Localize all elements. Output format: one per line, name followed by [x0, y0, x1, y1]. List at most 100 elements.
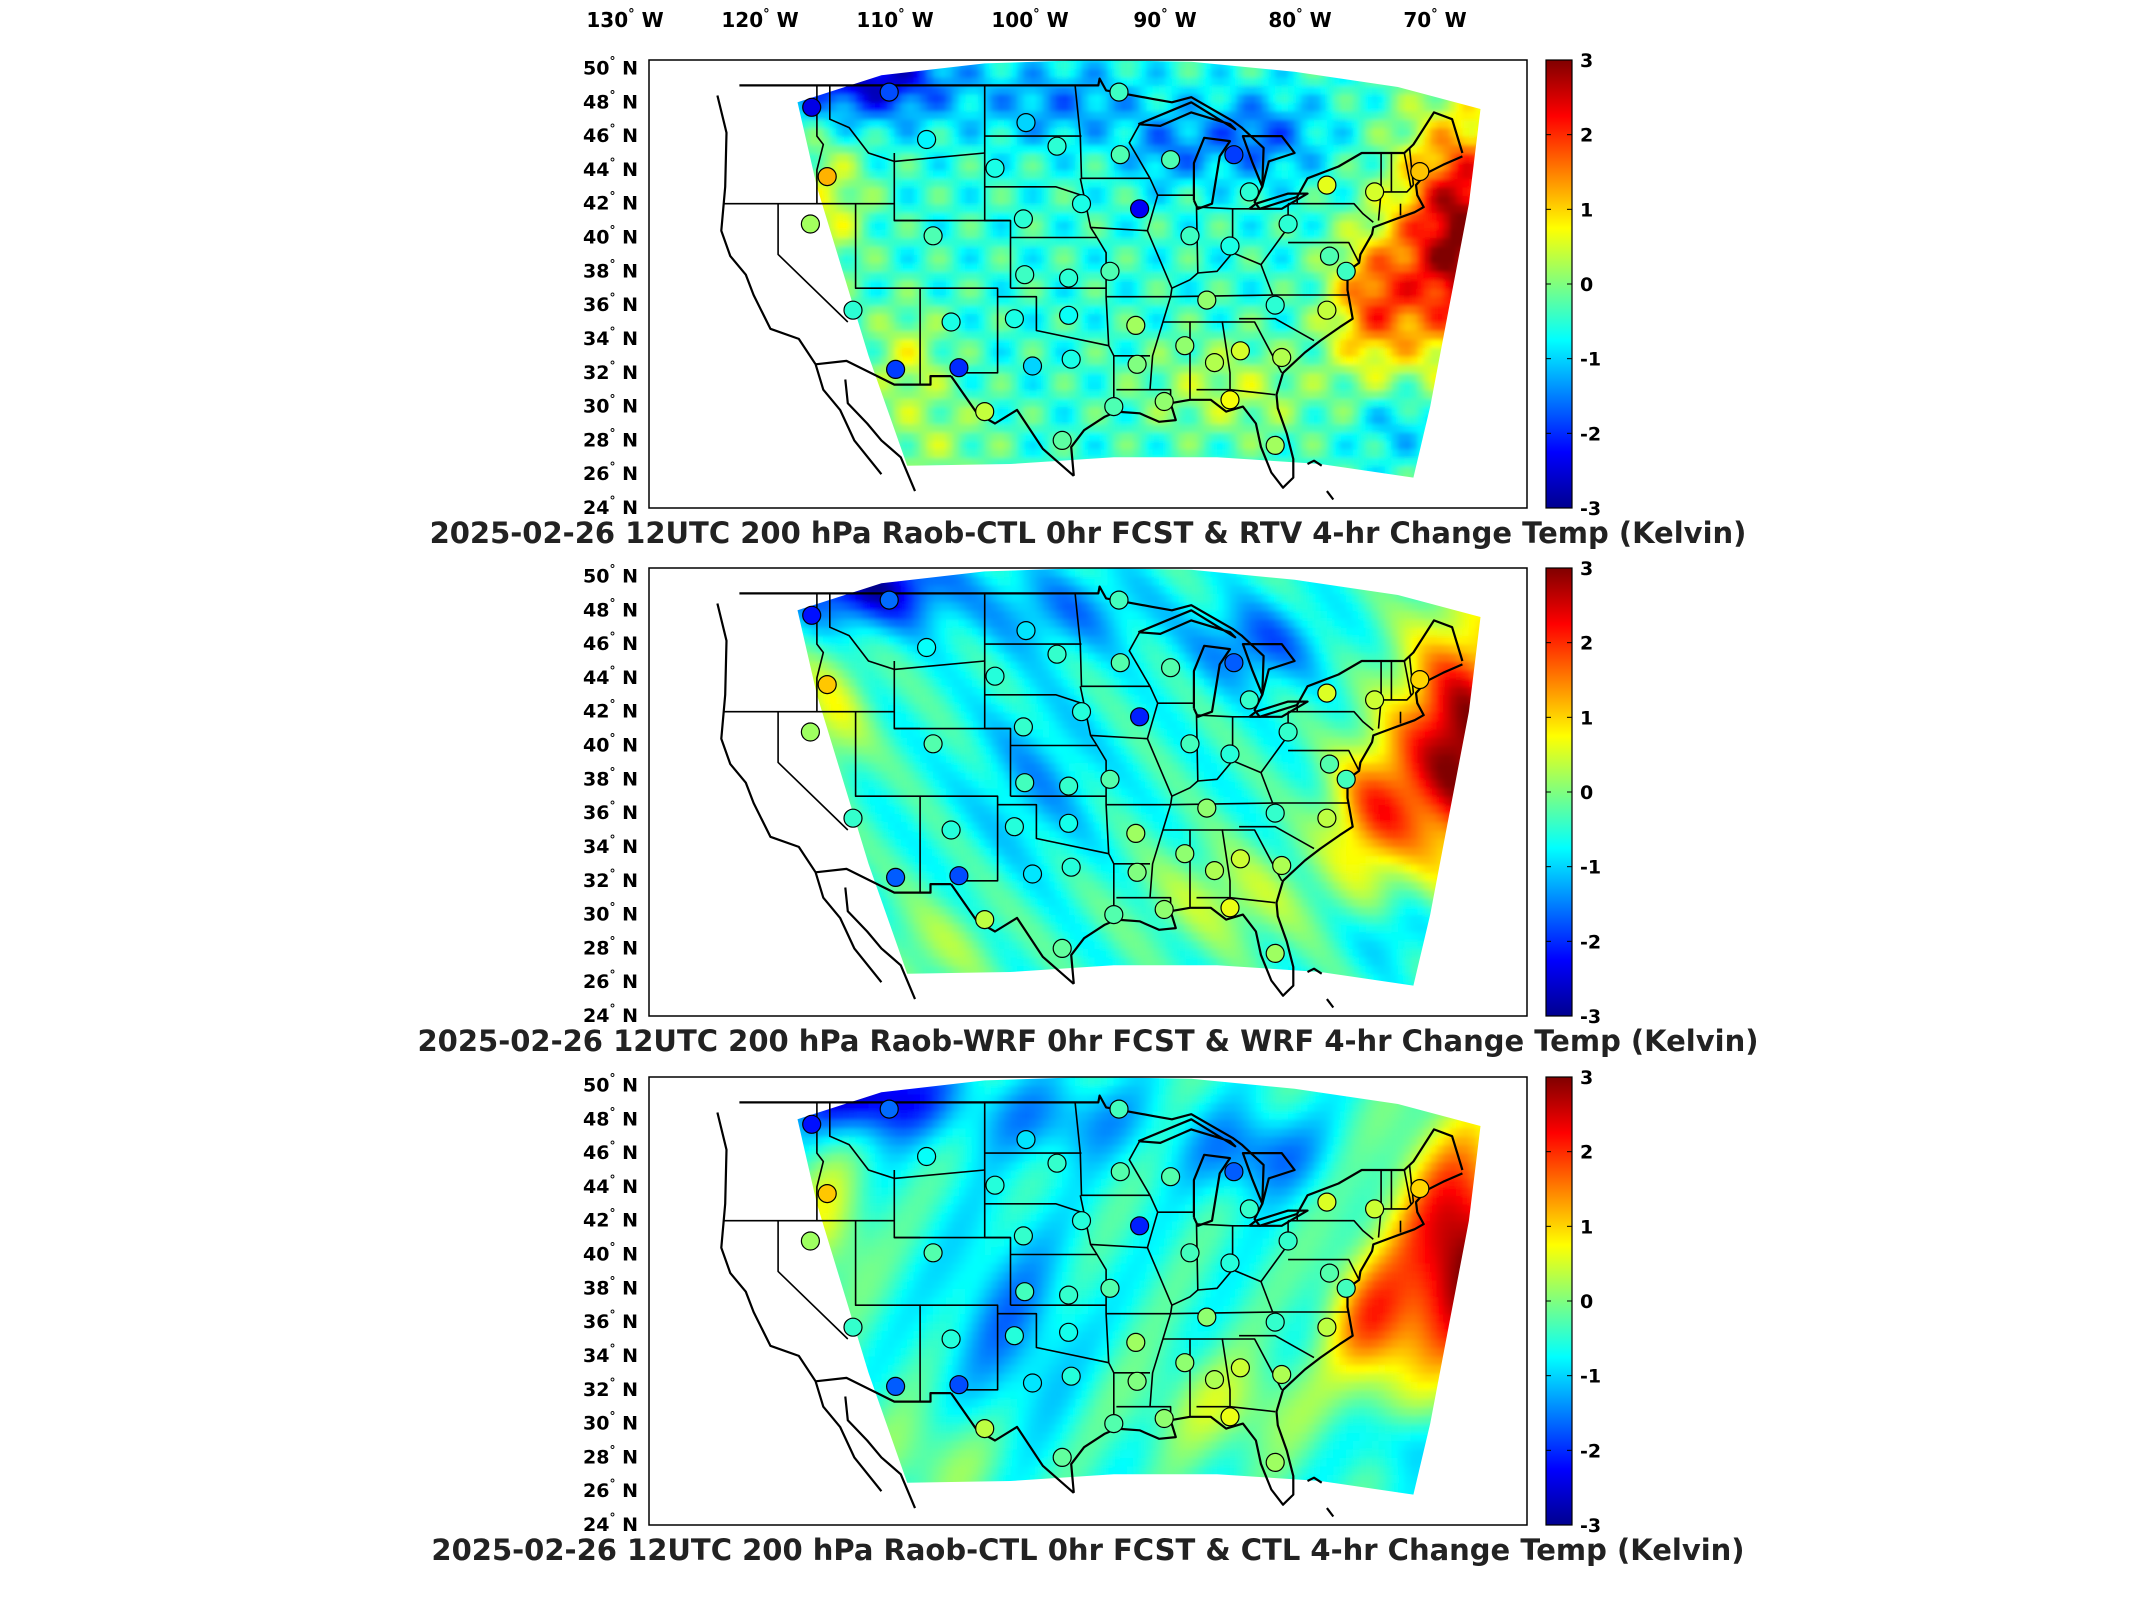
station-marker — [817, 167, 837, 187]
state-lines — [723, 593, 1415, 920]
station-marker — [802, 1114, 822, 1134]
station-marker — [1265, 1452, 1285, 1473]
lat-axis-labels: 50° N 48° N 46° N 44° N 42° N 40° N 38° N 36° N… — [583, 55, 638, 520]
colorbar-tick-label: -3 — [1580, 1006, 1601, 1028]
boundary-line — [1307, 967, 1323, 975]
great-lake-outline — [1137, 101, 1237, 131]
lat-label: 42° N — [583, 1207, 638, 1232]
lat-label: 30° N — [583, 393, 638, 418]
state-line — [1403, 1169, 1412, 1204]
state-line — [1239, 825, 1315, 850]
station-marker — [1278, 214, 1298, 234]
station-marker — [916, 637, 937, 658]
station-marker — [1220, 1253, 1240, 1273]
station-marker — [1410, 669, 1430, 690]
boundary-line — [1326, 490, 1335, 501]
station-marker — [1052, 1447, 1072, 1468]
boundary-line — [815, 867, 952, 894]
station-marker — [1022, 864, 1043, 884]
lat-label: 44° N — [583, 156, 638, 181]
station-marker — [1058, 813, 1079, 833]
state-line — [1090, 1194, 1159, 1249]
lat-label: 28° N — [583, 1443, 638, 1468]
lat-label: 26° N — [583, 460, 638, 485]
state-line — [1408, 655, 1415, 694]
boundary-line — [950, 1392, 1075, 1494]
colorbar-tick-label: -1 — [1580, 349, 1601, 371]
station-marker — [1364, 1199, 1385, 1219]
state-line — [1260, 1281, 1274, 1313]
station-marker — [923, 1243, 943, 1263]
state-line — [816, 593, 825, 712]
state-line — [1116, 296, 1172, 391]
state-lines — [723, 85, 1415, 412]
station-marker — [985, 1175, 1005, 1195]
lat-label: 46° N — [583, 630, 638, 655]
lon-label-80w: 80° W — [1268, 7, 1331, 32]
station-marker — [1272, 1364, 1292, 1385]
panel-caption: 2025-02-26 12UTC 200 hPa Raob-CTL 0hr FC… — [431, 1533, 1744, 1567]
station-marker — [1071, 194, 1092, 214]
station-marker — [1204, 353, 1225, 373]
map-panel-3: 50° N 48° N 46° N 44° N 42° N 40° N 38° N 36° N… — [431, 1067, 1744, 1567]
station-marker — [1336, 261, 1356, 281]
station-marker — [1175, 1353, 1195, 1373]
lat-label: 30° N — [583, 901, 638, 926]
station-marker — [1016, 1129, 1036, 1150]
state-line — [816, 85, 825, 204]
station-marker — [1052, 938, 1072, 959]
lat-label: 38° N — [583, 257, 638, 282]
station-marker — [916, 1146, 937, 1167]
state-line — [1074, 85, 1150, 180]
station-marker — [1319, 246, 1340, 266]
station-marker — [975, 909, 995, 930]
station-marker — [1015, 773, 1035, 793]
state-line — [1106, 230, 1173, 298]
station-marker — [1109, 590, 1129, 610]
coastlines-and-borders — [716, 585, 1464, 1009]
colorbar-tick-label: -3 — [1580, 498, 1601, 520]
state-line — [1229, 388, 1276, 396]
station-marker — [1104, 397, 1124, 417]
station-marker — [885, 1376, 906, 1397]
boundary-line — [1326, 1507, 1335, 1518]
state-line — [777, 1220, 849, 1340]
state-line — [1106, 738, 1173, 806]
state-line — [828, 593, 985, 671]
station-marker — [1278, 1231, 1298, 1251]
boundary-line — [1070, 1172, 1463, 1506]
station-marker — [1061, 349, 1081, 369]
colorbar: 3 2 1 0 -1 -2 -3 — [1545, 1067, 1601, 1537]
station-marker — [879, 82, 899, 102]
lat-label: 32° N — [583, 1376, 638, 1401]
station-marker — [802, 97, 822, 117]
state-line — [1116, 804, 1172, 899]
boundary-line — [844, 887, 917, 1000]
lat-axis-labels: 50° N 48° N 46° N 44° N 42° N 40° N 38° N 36° N… — [583, 1072, 638, 1537]
station-marker — [1071, 702, 1092, 722]
colorbar-tick-label: -2 — [1580, 1440, 1601, 1462]
station-marker — [1004, 1326, 1025, 1346]
state-line — [777, 711, 849, 831]
great-lake-outline — [1241, 1151, 1296, 1205]
lon-label-130w: 130° W — [586, 7, 663, 32]
state-line — [1260, 264, 1274, 296]
station-marker — [1180, 734, 1200, 754]
map-frame — [648, 1076, 1528, 1526]
station-marker — [949, 866, 969, 886]
colorbar-tick-label: 1 — [1580, 1216, 1593, 1238]
station-marker — [843, 300, 863, 320]
state-line — [1190, 321, 1231, 391]
station-marker — [1220, 390, 1240, 410]
colorbar-tick-label: 1 — [1580, 707, 1593, 729]
station-marker — [1071, 1211, 1092, 1231]
station-marker — [1197, 798, 1217, 818]
station-marker — [1319, 1263, 1340, 1283]
station-marker — [985, 158, 1005, 178]
lat-label: 28° N — [583, 934, 638, 959]
colorbar-tick-label: -2 — [1580, 423, 1601, 445]
station-marker — [1052, 430, 1072, 450]
station-marker — [1265, 435, 1285, 455]
colorbar-tick-label: 2 — [1580, 633, 1593, 655]
